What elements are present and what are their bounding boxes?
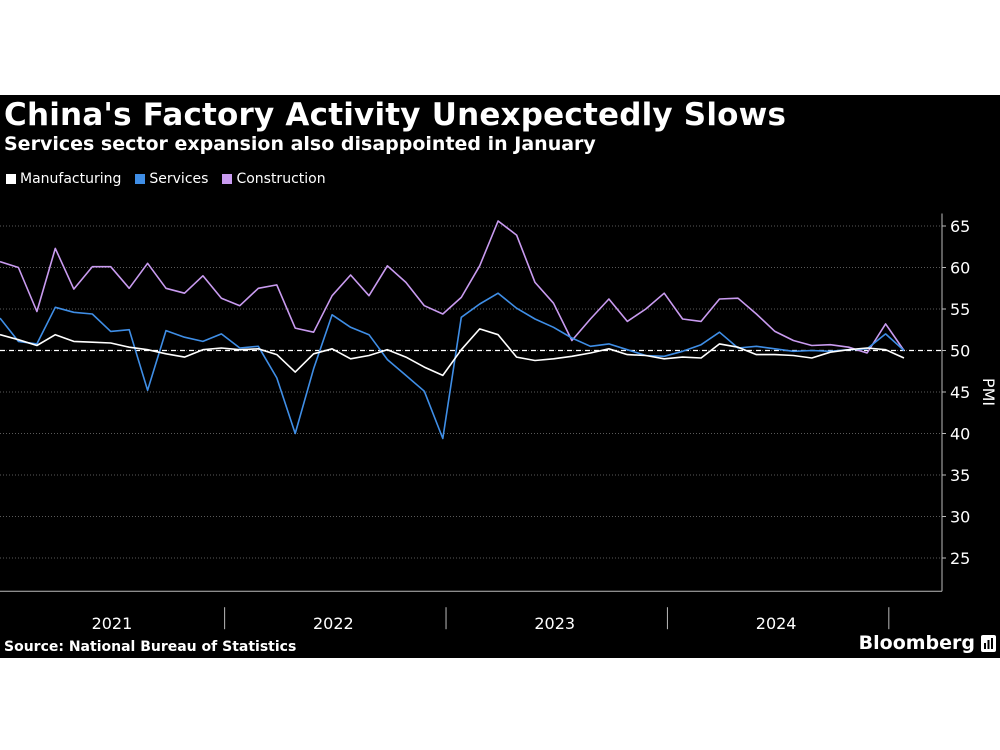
y-tick-label-45: 45: [950, 383, 970, 402]
chart-svg: 25 30 35 40 45 50 55 60 65 PMI 2021 2022 2023 2024: [0, 213, 998, 633]
y-tick-label-55: 55: [950, 300, 970, 319]
source-note: Source: National Bureau of Statistics: [4, 639, 297, 655]
legend-label-construction: Construction: [236, 171, 326, 187]
y-tick-label-35: 35: [950, 466, 970, 485]
x-tick-label-2021: 2021: [92, 614, 133, 633]
brand-name: Bloomberg: [858, 632, 975, 654]
y-tick-label-65: 65: [950, 217, 970, 236]
chart-title: China's Factory Activity Unexpectedly Sl…: [4, 97, 787, 133]
y-tick-label-30: 30: [950, 508, 970, 527]
x-tick-label-2024: 2024: [756, 614, 797, 633]
series-line-manufacturing: [0, 328, 905, 377]
legend-label-manufacturing: Manufacturing: [20, 171, 122, 187]
x-tick-label-2023: 2023: [534, 614, 575, 633]
series-line-services: [0, 292, 905, 440]
legend-swatch-manufacturing: [6, 174, 16, 184]
legend-item-services: Services: [135, 171, 208, 187]
legend: Manufacturing Services Construction: [6, 169, 340, 189]
bloomberg-terminal-icon: [981, 634, 996, 652]
brand-logo: Bloomberg: [859, 632, 996, 654]
x-tick-label-2022: 2022: [313, 614, 354, 633]
legend-item-manufacturing: Manufacturing: [6, 171, 121, 187]
y-tick-label-25: 25: [950, 549, 970, 568]
legend-item-construction: Construction: [222, 171, 326, 187]
legend-swatch-construction: [222, 174, 233, 184]
legend-swatch-services: [135, 174, 146, 184]
chart-panel: 25 30 35 40 45 50 55 60 65 PMI 2021 2022 2023 2024 Ch…: [0, 95, 1000, 658]
chart-subtitle: Services sector expansion also disappoin…: [4, 133, 596, 155]
y-axis-label: PMI: [979, 378, 998, 406]
y-tick-label-60: 60: [950, 259, 970, 278]
y-tick-label-50: 50: [950, 342, 970, 361]
legend-label-services: Services: [149, 171, 209, 187]
series-line-construction: [0, 220, 905, 354]
y-tick-label-40: 40: [950, 425, 970, 444]
